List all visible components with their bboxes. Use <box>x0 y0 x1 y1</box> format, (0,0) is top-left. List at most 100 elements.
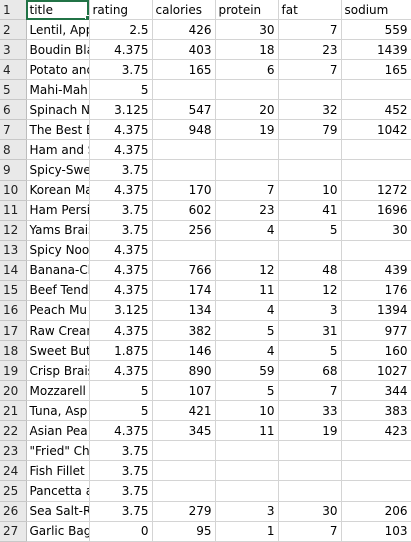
cell-protein[interactable] <box>215 79 279 101</box>
cell-title[interactable]: Pancetta a <box>26 480 90 502</box>
row-number[interactable]: 20 <box>0 380 27 402</box>
row-number[interactable]: 3 <box>0 39 27 61</box>
cell-calories[interactable]: 170 <box>152 180 216 201</box>
cell-fat[interactable] <box>278 139 342 161</box>
cell-sodium[interactable]: 383 <box>341 400 411 422</box>
cell-fat[interactable]: 23 <box>278 39 342 61</box>
cell-fat[interactable] <box>278 79 342 101</box>
cell-protein[interactable]: 11 <box>215 420 279 442</box>
row-number[interactable]: 8 <box>0 139 27 161</box>
cell-protein[interactable]: 5 <box>215 380 279 402</box>
cell-sodium[interactable]: 1042 <box>341 119 411 141</box>
cell-protein[interactable]: 59 <box>215 360 279 382</box>
cell-calories[interactable]: 382 <box>152 320 216 342</box>
cell-fat[interactable]: 79 <box>278 119 342 141</box>
cell-protein[interactable]: 11 <box>215 280 279 301</box>
cell-fat[interactable]: 48 <box>278 260 342 281</box>
row-number[interactable]: 2 <box>0 19 27 41</box>
cell-rating[interactable]: 3.75 <box>89 440 153 462</box>
cell-header-calories[interactable]: calories <box>152 0 216 21</box>
cell-rating[interactable]: 4.375 <box>89 139 153 161</box>
cell-protein[interactable]: 5 <box>215 320 279 342</box>
cell-rating[interactable]: 4.375 <box>89 420 153 442</box>
cell-rating[interactable]: 4.375 <box>89 360 153 382</box>
cell-title[interactable]: Fish Fillet <box>26 460 90 482</box>
row-number[interactable]: 26 <box>0 501 27 522</box>
cell-fat[interactable]: 5 <box>278 340 342 362</box>
cell-calories[interactable]: 948 <box>152 119 216 141</box>
cell-rating[interactable]: 2.5 <box>89 19 153 41</box>
cell-calories[interactable] <box>152 139 216 161</box>
row-number[interactable]: 7 <box>0 119 27 141</box>
row-number[interactable]: 18 <box>0 340 27 362</box>
cell-protein[interactable]: 12 <box>215 260 279 281</box>
row-number[interactable]: 1 <box>0 0 27 21</box>
cell-sodium[interactable] <box>341 480 411 502</box>
cell-rating[interactable]: 5 <box>89 400 153 422</box>
cell-title[interactable]: Beef Tend <box>26 280 90 301</box>
cell-protein[interactable]: 23 <box>215 200 279 221</box>
cell-protein[interactable] <box>215 139 279 161</box>
row-number[interactable]: 19 <box>0 360 27 382</box>
row-number[interactable]: 25 <box>0 480 27 502</box>
cell-calories[interactable]: 426 <box>152 19 216 41</box>
cell-sodium[interactable]: 559 <box>341 19 411 41</box>
cell-rating[interactable]: 4.375 <box>89 280 153 301</box>
cell-fat[interactable]: 5 <box>278 220 342 241</box>
cell-protein[interactable] <box>215 440 279 462</box>
cell-rating[interactable]: 3.125 <box>89 300 153 321</box>
cell-protein[interactable]: 19 <box>215 119 279 141</box>
cell-calories[interactable]: 403 <box>152 39 216 61</box>
cell-sodium[interactable] <box>341 240 411 261</box>
cell-sodium[interactable] <box>341 159 411 181</box>
cell-calories[interactable]: 95 <box>152 521 216 542</box>
cell-title[interactable]: Yams Brais <box>26 220 90 241</box>
cell-sodium[interactable]: 344 <box>341 380 411 402</box>
cell-fat[interactable]: 31 <box>278 320 342 342</box>
cell-protein[interactable] <box>215 480 279 502</box>
cell-title[interactable]: Crisp Brais <box>26 360 90 382</box>
row-number[interactable]: 4 <box>0 59 27 81</box>
row-number[interactable]: 15 <box>0 280 27 301</box>
cell-calories[interactable] <box>152 240 216 261</box>
cell-title[interactable]: Raw Crean <box>26 320 90 342</box>
cell-calories[interactable]: 174 <box>152 280 216 301</box>
cell-title[interactable]: Potato and <box>26 59 90 81</box>
cell-rating[interactable]: 4.375 <box>89 240 153 261</box>
row-number[interactable]: 12 <box>0 220 27 241</box>
row-number[interactable]: 22 <box>0 420 27 442</box>
cell-protein[interactable]: 4 <box>215 300 279 321</box>
cell-rating[interactable]: 4.375 <box>89 320 153 342</box>
cell-title[interactable]: Spicy-Swe <box>26 159 90 181</box>
cell-calories[interactable]: 146 <box>152 340 216 362</box>
cell-fat[interactable] <box>278 440 342 462</box>
cell-title[interactable]: Sweet But <box>26 340 90 362</box>
cell-calories[interactable]: 256 <box>152 220 216 241</box>
cell-protein[interactable]: 4 <box>215 340 279 362</box>
cell-calories[interactable] <box>152 440 216 462</box>
cell-calories[interactable]: 279 <box>152 501 216 522</box>
cell-fat[interactable]: 7 <box>278 19 342 41</box>
row-number[interactable]: 21 <box>0 400 27 422</box>
cell-title[interactable]: Korean Ma <box>26 180 90 201</box>
cell-sodium[interactable] <box>341 79 411 101</box>
cell-fat[interactable]: 12 <box>278 280 342 301</box>
cell-title[interactable]: Boudin Bla <box>26 39 90 61</box>
cell-protein[interactable]: 20 <box>215 99 279 121</box>
cell-calories[interactable]: 421 <box>152 400 216 422</box>
cell-title[interactable]: Ham Persi <box>26 200 90 221</box>
cell-calories[interactable]: 107 <box>152 380 216 402</box>
cell-fat[interactable]: 10 <box>278 180 342 201</box>
cell-rating[interactable]: 5 <box>89 79 153 101</box>
cell-fat[interactable] <box>278 480 342 502</box>
cell-title[interactable]: The Best E <box>26 119 90 141</box>
row-number[interactable]: 10 <box>0 180 27 201</box>
cell-rating[interactable]: 3.75 <box>89 200 153 221</box>
cell-protein[interactable]: 30 <box>215 19 279 41</box>
cell-calories[interactable]: 345 <box>152 420 216 442</box>
cell-title[interactable]: Mahi-Mah <box>26 79 90 101</box>
cell-protein[interactable]: 18 <box>215 39 279 61</box>
cell-protein[interactable]: 3 <box>215 501 279 522</box>
cell-rating[interactable]: 3.75 <box>89 220 153 241</box>
cell-fat[interactable]: 41 <box>278 200 342 221</box>
